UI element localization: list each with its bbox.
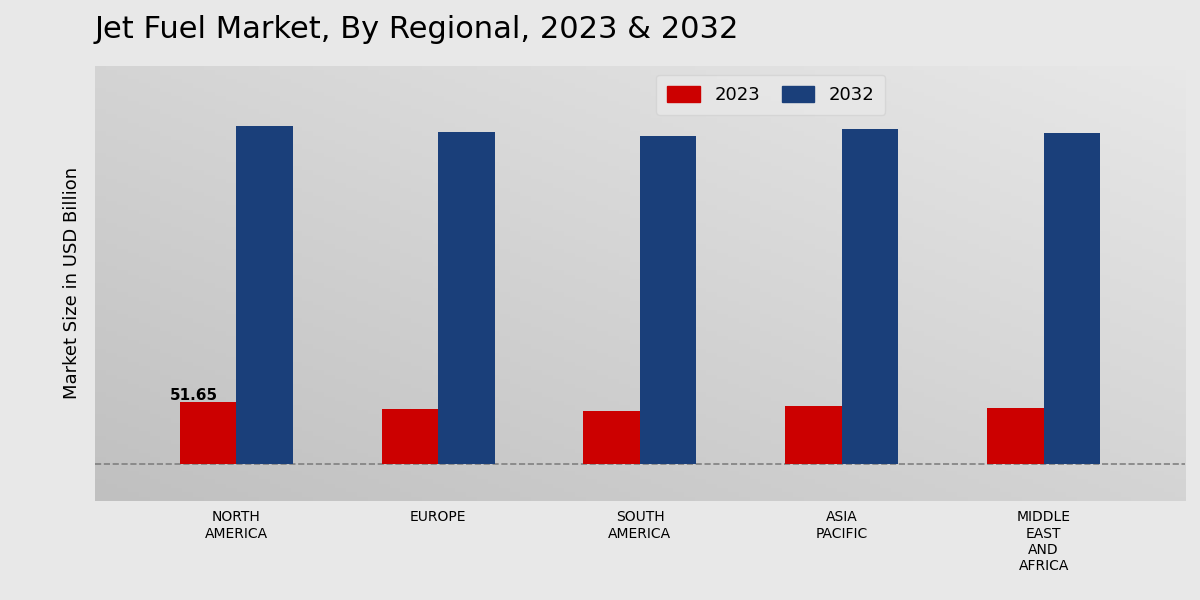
Bar [438,132,494,464]
Bar [236,126,293,464]
Text: 51.65: 51.65 [169,388,217,403]
Bar [180,402,236,464]
Bar [842,128,899,464]
Legend: 2023, 2032: 2023, 2032 [656,75,886,115]
Bar [640,136,696,464]
Bar [382,409,438,464]
Bar [785,406,842,464]
Text: Jet Fuel Market, By Regional, 2023 & 2032: Jet Fuel Market, By Regional, 2023 & 203… [95,15,739,44]
Bar [583,411,640,464]
Y-axis label: Market Size in USD Billion: Market Size in USD Billion [62,167,82,399]
Bar [988,407,1044,464]
Bar [1044,133,1100,464]
